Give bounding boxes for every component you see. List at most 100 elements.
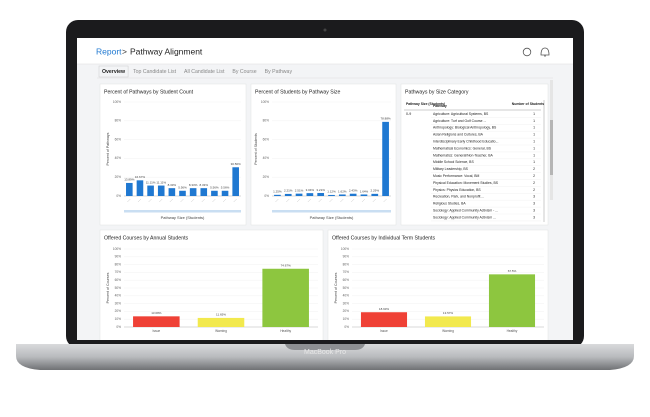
table-cell: Middle School Science, BS	[433, 160, 474, 164]
tab-active-box	[98, 65, 129, 78]
x-axis-label: Pathway Size (Students)	[161, 215, 205, 220]
x-tick-stub	[212, 198, 216, 203]
bar	[147, 185, 154, 196]
device-label: MacBook Pro	[304, 349, 346, 356]
table-cell: Sociology: Applied Community Activism - …	[433, 208, 498, 212]
data-label: 5.56%	[178, 186, 187, 190]
x-tick-stub	[286, 198, 290, 203]
bar	[221, 190, 229, 196]
table-cell: Recreation, Park, and Nonprofit ...	[433, 195, 484, 199]
data-label: 2.21%	[284, 189, 293, 193]
bell-icon[interactable]	[540, 47, 550, 57]
bar	[133, 316, 180, 327]
range-slider[interactable]	[124, 210, 241, 213]
y-tick-label: 40%	[263, 156, 270, 160]
y-tick-label: 20%	[115, 309, 122, 313]
x-tick-stub	[222, 198, 227, 203]
y-axis-label: Percent of Students	[254, 133, 258, 165]
y-tick-label: 90%	[115, 255, 122, 259]
table-cell: Military Leadership, BS	[433, 167, 469, 171]
panel	[99, 83, 247, 226]
y-tick-label: 90%	[343, 255, 350, 259]
y-tick-label: 0%	[116, 325, 121, 329]
y-tick-label: 40%	[115, 156, 122, 160]
y-tick-label: 0%	[264, 194, 269, 198]
bar	[338, 194, 346, 196]
x-tick-label: Warning	[442, 329, 454, 333]
tab[interactable]: All Candidate List	[184, 69, 225, 75]
tab[interactable]: By Pathway	[265, 69, 293, 75]
y-tick-label: 10%	[115, 317, 122, 321]
table-cell: 3	[533, 202, 535, 206]
y-axis-label: Percent of Courses	[106, 272, 110, 303]
bar	[424, 316, 472, 327]
data-label: 5.56%	[221, 186, 230, 190]
table-title: Pathways by Size Category	[405, 89, 469, 95]
y-tick-label: 40%	[115, 294, 122, 298]
data-label: 67.5%	[508, 269, 517, 273]
bar	[488, 274, 536, 327]
bar	[136, 180, 144, 196]
x-tick-stub	[383, 198, 387, 203]
y-tick-label: 100%	[261, 100, 269, 104]
y-tick-label: 70%	[343, 270, 350, 274]
tab[interactable]: Overview	[102, 69, 126, 75]
bar	[262, 268, 309, 327]
y-tick-label: 100%	[341, 247, 349, 251]
y-tick-label: 10%	[343, 317, 350, 321]
y-tick-label: 60%	[115, 278, 122, 282]
table-cell: 3	[533, 208, 535, 212]
x-tick-stub	[318, 198, 322, 203]
panel	[250, 83, 397, 226]
y-tick-label: 80%	[115, 119, 122, 123]
data-label: 5.56%	[210, 186, 219, 190]
data-label: 13.68%	[151, 311, 162, 315]
table-scrollbar[interactable]	[543, 100, 545, 222]
header-bar	[77, 38, 573, 64]
range-slider[interactable]	[272, 210, 391, 213]
x-axis-label: Pathway Size (Students)	[310, 215, 354, 220]
data-label: 8.33%	[200, 183, 209, 187]
table-cell: 1	[533, 160, 535, 164]
tab[interactable]: Top Candidate List	[133, 69, 177, 75]
y-tick-label: 0%	[116, 194, 121, 198]
bar	[360, 312, 408, 327]
x-tick-stub	[329, 198, 333, 203]
bar	[157, 185, 165, 196]
data-label: 1.12%	[327, 190, 336, 194]
breadcrumb[interactable]: Report	[96, 46, 122, 56]
camera	[323, 28, 327, 32]
table-cell: 3	[533, 215, 535, 219]
table-cell: Agriculture: Agricultural Systems, BS	[433, 112, 489, 116]
data-label: 3.04%	[306, 188, 315, 192]
table-cell: Physical Education: Movement Studies, BS	[433, 181, 499, 185]
y-tick-label: 20%	[115, 175, 122, 179]
help-icon[interactable]	[522, 47, 532, 57]
table-cell: 1	[533, 146, 535, 150]
y-tick-label: 60%	[343, 278, 350, 282]
chart-title: Percent of Pathways by Student Count	[104, 89, 194, 95]
data-label: 16.67%	[135, 175, 146, 179]
x-tick-stub	[361, 198, 366, 203]
data-label: 18.93%	[379, 307, 390, 311]
bar	[360, 194, 368, 196]
chart-title: Offered Courses by Annual Students	[104, 235, 189, 241]
x-tick-label: Warning	[215, 329, 227, 333]
x-tick-stub	[148, 198, 152, 203]
bar	[274, 194, 281, 196]
scrollbar-thumb[interactable]	[550, 120, 553, 175]
tab[interactable]: By Course	[232, 69, 256, 75]
x-tick-label: Issue	[153, 329, 161, 333]
bar	[232, 167, 239, 196]
data-label: 3.21%	[316, 188, 325, 192]
screen: Report > Pathway Alignment Overview Top C…	[77, 38, 573, 340]
x-tick-stub	[159, 198, 163, 203]
table-cell: 2	[533, 188, 535, 192]
bar	[317, 192, 325, 196]
tabs: Overview Top Candidate List All Candidate …	[98, 65, 293, 78]
data-label: 11.11%	[146, 180, 156, 184]
bar	[189, 188, 197, 196]
data-label: 13.57%	[443, 311, 454, 315]
table-cell: 3	[533, 195, 535, 199]
